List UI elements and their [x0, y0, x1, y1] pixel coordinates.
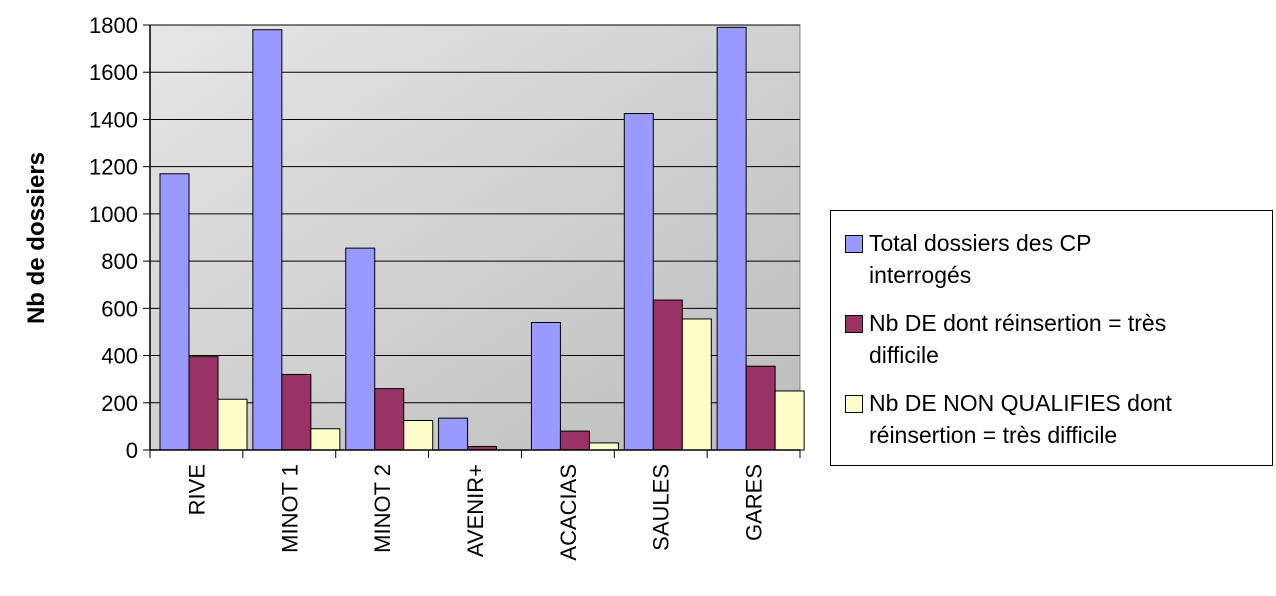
y-tick-label: 1600	[89, 60, 138, 85]
bar	[588, 442, 619, 451]
y-tick-label: 200	[101, 391, 138, 416]
y-tick-labels: 0 200 400 600 800 1000 1200 1400 1600 1800	[89, 13, 138, 463]
x-tick-label: SAULES	[649, 464, 674, 551]
y-tick-label: 800	[101, 249, 138, 274]
x-tick-label: GARES	[742, 464, 767, 541]
bar	[374, 388, 405, 451]
x-tick-label: RIVE	[184, 464, 209, 515]
bar	[403, 419, 434, 451]
bar	[745, 365, 776, 451]
legend-item-difficile: Nb DE dont réinsertion = très difficile	[845, 307, 1269, 371]
y-tick-label: 1200	[89, 155, 138, 180]
y-tick-label: 0	[126, 438, 138, 463]
axes	[143, 24, 801, 458]
legend-swatch-total	[845, 235, 863, 253]
bar	[438, 417, 469, 451]
x-tick-labels: RIVE MINOT 1 MINOT 2 AVENIR+ ACACIAS SAULES GA…	[184, 464, 766, 561]
legend-swatch-non-qualifies	[845, 395, 863, 413]
y-tick-label: 400	[101, 344, 138, 369]
y-axis-label: Nb de dossiers	[23, 152, 50, 324]
x-tick-label: MINOT 1	[277, 464, 302, 553]
y-tick-label: 1400	[89, 107, 138, 132]
bar	[559, 430, 590, 451]
y-tick-label: 1000	[89, 202, 138, 227]
x-tick-label: ACACIAS	[556, 464, 581, 561]
bar	[774, 390, 805, 451]
bar	[716, 26, 747, 451]
bar	[623, 113, 654, 451]
x-tick-label: MINOT 2	[370, 464, 395, 553]
legend-item-total: Total dossiers des CP interrogés	[845, 227, 1269, 291]
bar	[345, 247, 376, 451]
bar	[681, 318, 712, 451]
bar	[652, 299, 683, 451]
bar	[188, 356, 219, 451]
bar	[159, 173, 190, 451]
bar	[252, 29, 283, 451]
bar	[217, 398, 248, 451]
legend-label-total: Total dossiers des CP interrogés	[869, 230, 1092, 288]
bar	[530, 322, 561, 451]
y-tick-label: 600	[101, 296, 138, 321]
legend-swatch-difficile	[845, 315, 863, 333]
x-tick-label: AVENIR+	[463, 464, 488, 557]
bars	[159, 26, 805, 451]
legend-label-non-qualifies: Nb DE NON QUALIFIES dont réinsertion = t…	[869, 390, 1172, 448]
legend-label-difficile: Nb DE dont réinsertion = très difficile	[869, 310, 1167, 368]
legend: Total dossiers des CP interrogés Nb DE d…	[830, 210, 1273, 466]
bar	[281, 373, 312, 451]
bar	[310, 428, 341, 451]
legend-item-non-qualifies: Nb DE NON QUALIFIES dont réinsertion = t…	[845, 387, 1269, 451]
y-tick-label: 1800	[89, 13, 138, 38]
